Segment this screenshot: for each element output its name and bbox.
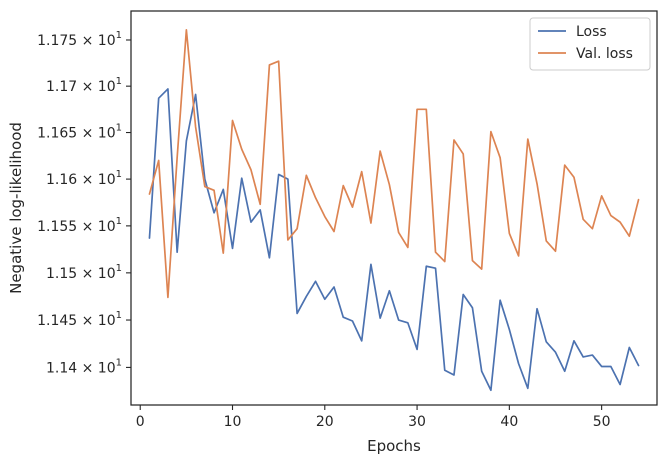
- plot-frame: [130, 10, 658, 406]
- y-tick-label: 1.14 × 101: [46, 357, 122, 376]
- x-axis-ticks: 0 10 20 30 40 50: [136, 405, 611, 430]
- x-axis-label: Epochs: [367, 437, 421, 455]
- y-tick-label: 1.16 × 101: [46, 169, 122, 188]
- y-axis-ticks: 1.14 × 101 1.145 × 101 1.15 × 101 1.155 × 1…: [37, 30, 131, 376]
- x-tick-label: 10: [224, 414, 242, 430]
- x-tick-label: 40: [500, 414, 518, 430]
- y-axis-label: Negative log-likelihood: [7, 122, 25, 294]
- legend-label: Val. loss: [576, 46, 633, 62]
- legend: Loss Val. loss: [529, 17, 651, 71]
- x-tick-label: 0: [136, 414, 145, 430]
- series-line-val-loss: [148, 29, 640, 299]
- y-tick-label: 1.175 × 101: [37, 30, 122, 49]
- x-tick-label: 30: [408, 414, 426, 430]
- y-tick-label: 1.15 × 101: [46, 263, 122, 282]
- series-line-loss: [148, 88, 640, 392]
- y-tick-label: 1.145 × 101: [37, 310, 122, 329]
- y-tick-label: 1.17 × 101: [46, 76, 122, 95]
- y-tick-label: 1.165 × 101: [37, 123, 122, 142]
- y-tick-label: 1.155 × 101: [37, 216, 122, 235]
- x-tick-label: 50: [593, 414, 611, 430]
- series-layer: [148, 29, 640, 392]
- legend-label: Loss: [576, 24, 607, 40]
- x-tick-label: 20: [316, 414, 334, 430]
